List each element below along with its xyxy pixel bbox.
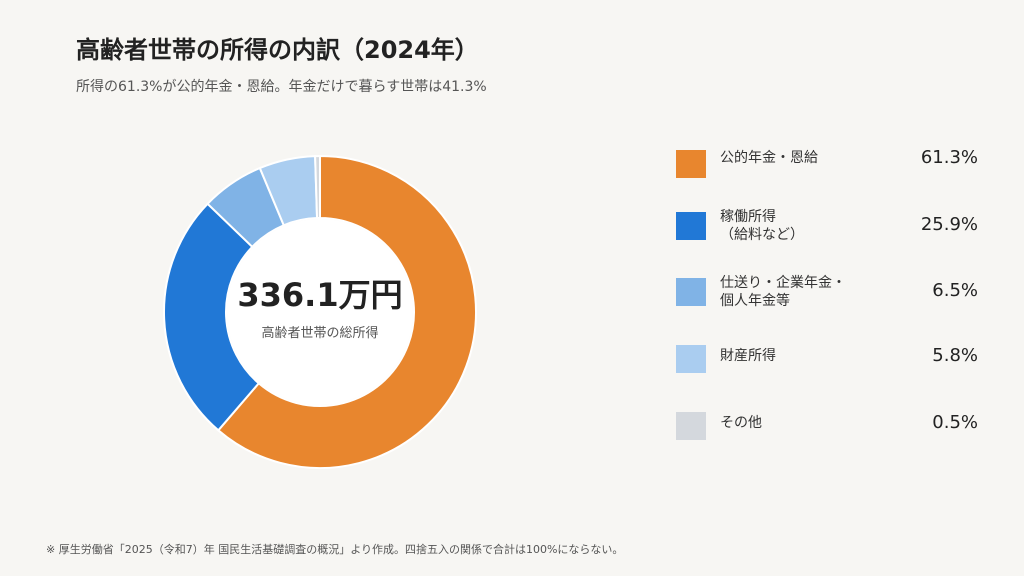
legend-swatch [676,150,706,178]
legend-label: 仕送り・企業年金・ 個人年金等 [720,275,846,309]
source-note: ※ 厚生労働省「2025（令和7）年 国民生活基礎調査の概況」より作成。四捨五入… [46,543,624,556]
center-label: 高齢者世帯の総所得 [261,326,379,341]
legend-value: 61.3% [920,147,978,168]
legend-item-public-pension: 公的年金・恩給 61.3% [676,144,986,184]
legend-item-other: その他 0.5% [676,410,986,450]
donut-slice-earned-income [163,202,261,432]
chart-title: 高齢者世帯の所得の内訳（2024年） [76,36,479,64]
legend-value: 5.8% [932,345,978,366]
center-total: 336.1万円 [237,276,403,314]
donut-slice-other [314,154,321,220]
donut-slice-public-pension [216,154,477,469]
legend-swatch [676,212,706,240]
legend-value: 25.9% [920,214,978,235]
donut-svg [163,154,477,469]
chart-subtitle: 所得の61.3%が公的年金・恩給。年金だけで暮らす世帯は41.3% [76,79,487,95]
legend-label: 公的年金・恩給 [720,150,818,166]
legend-label: 稼働所得 （給料など） [720,209,804,243]
legend-label: その他 [720,415,762,431]
legend-item-allowance-annuity: 仕送り・企業年金・ 個人年金等 6.5% [676,272,986,312]
legend-value: 6.5% [932,280,978,301]
legend-value: 0.5% [932,412,978,433]
donut-hole [227,219,413,405]
donut-chart: 336.1万円 高齢者世帯の総所得 [160,152,480,472]
legend-swatch [676,278,706,306]
legend-item-property-income: 財産所得 5.8% [676,343,986,383]
legend-swatch [676,412,706,440]
legend-label: 財産所得 [720,348,776,364]
legend-item-earned-income: 稼働所得 （給料など） 25.9% [676,206,986,246]
legend-swatch [676,345,706,373]
